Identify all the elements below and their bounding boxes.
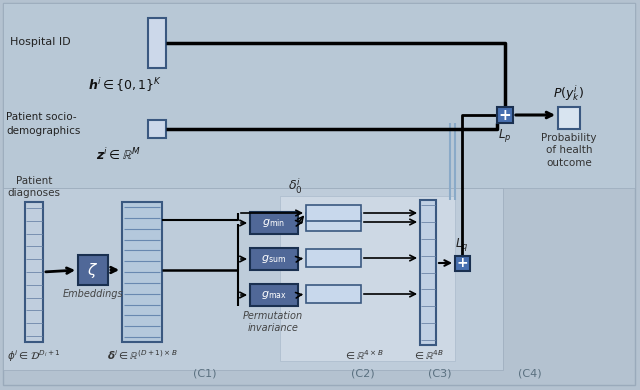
Bar bbox=[3, 188, 503, 370]
Bar bbox=[148, 18, 166, 68]
Text: $\in \mathbb{R}^{4B}$: $\in \mathbb{R}^{4B}$ bbox=[412, 348, 444, 362]
Text: $\boldsymbol{\delta}^i \in \mathbb{R}^{(D+1)\times B}$: $\boldsymbol{\delta}^i \in \mathbb{R}^{(… bbox=[107, 348, 177, 362]
Bar bbox=[497, 107, 513, 123]
Bar bbox=[306, 205, 361, 221]
Text: $g_{\mathrm{sum}}$: $g_{\mathrm{sum}}$ bbox=[262, 253, 287, 265]
Text: $L_q$: $L_q$ bbox=[455, 236, 468, 253]
Bar bbox=[558, 107, 580, 129]
Text: (C1): (C1) bbox=[193, 368, 217, 378]
Text: $\boldsymbol{z}^i \in \mathbb{R}^M$: $\boldsymbol{z}^i \in \mathbb{R}^M$ bbox=[95, 147, 140, 163]
Text: Patient
diagnoses: Patient diagnoses bbox=[8, 176, 61, 198]
Text: +: + bbox=[456, 256, 468, 270]
Text: Hospital ID: Hospital ID bbox=[10, 37, 70, 47]
Text: $\zeta$: $\zeta$ bbox=[88, 261, 99, 280]
Text: $g_{\max}$: $g_{\max}$ bbox=[261, 289, 287, 301]
Bar bbox=[148, 120, 166, 138]
Bar bbox=[455, 256, 470, 271]
Text: Embeddings: Embeddings bbox=[63, 289, 124, 299]
Text: Probability
of health
outcome: Probability of health outcome bbox=[541, 133, 596, 168]
Bar bbox=[250, 248, 298, 270]
Bar bbox=[280, 196, 455, 361]
Bar bbox=[306, 285, 361, 303]
Bar bbox=[250, 212, 298, 234]
Bar bbox=[306, 249, 361, 267]
Text: $L_p$: $L_p$ bbox=[499, 127, 512, 144]
Bar bbox=[306, 213, 361, 231]
Text: (C3): (C3) bbox=[428, 368, 452, 378]
Text: $P(y_k^i)$: $P(y_k^i)$ bbox=[554, 83, 584, 103]
Text: (C2): (C2) bbox=[351, 368, 375, 378]
Text: $g_{\min}$: $g_{\min}$ bbox=[262, 217, 285, 229]
Bar bbox=[420, 200, 436, 345]
Bar bbox=[122, 202, 162, 342]
Bar bbox=[25, 202, 43, 342]
Text: $\delta_0^i$: $\delta_0^i$ bbox=[287, 177, 302, 196]
Text: +: + bbox=[499, 108, 511, 122]
Text: $\boldsymbol{h}^i \in \{0,1\}^K$: $\boldsymbol{h}^i \in \{0,1\}^K$ bbox=[88, 76, 162, 94]
Text: $\phi^i \in \mathcal{D}^{D_i+1}$: $\phi^i \in \mathcal{D}^{D_i+1}$ bbox=[7, 348, 61, 364]
Text: (C4): (C4) bbox=[518, 368, 542, 378]
Text: Permutation
invariance: Permutation invariance bbox=[243, 311, 303, 333]
Text: Patient socio-
demographics: Patient socio- demographics bbox=[6, 112, 81, 136]
Text: $\in \mathbb{R}^{4\times B}$: $\in \mathbb{R}^{4\times B}$ bbox=[342, 348, 383, 362]
Bar bbox=[250, 284, 298, 306]
Bar bbox=[3, 3, 635, 188]
Bar bbox=[78, 255, 108, 285]
